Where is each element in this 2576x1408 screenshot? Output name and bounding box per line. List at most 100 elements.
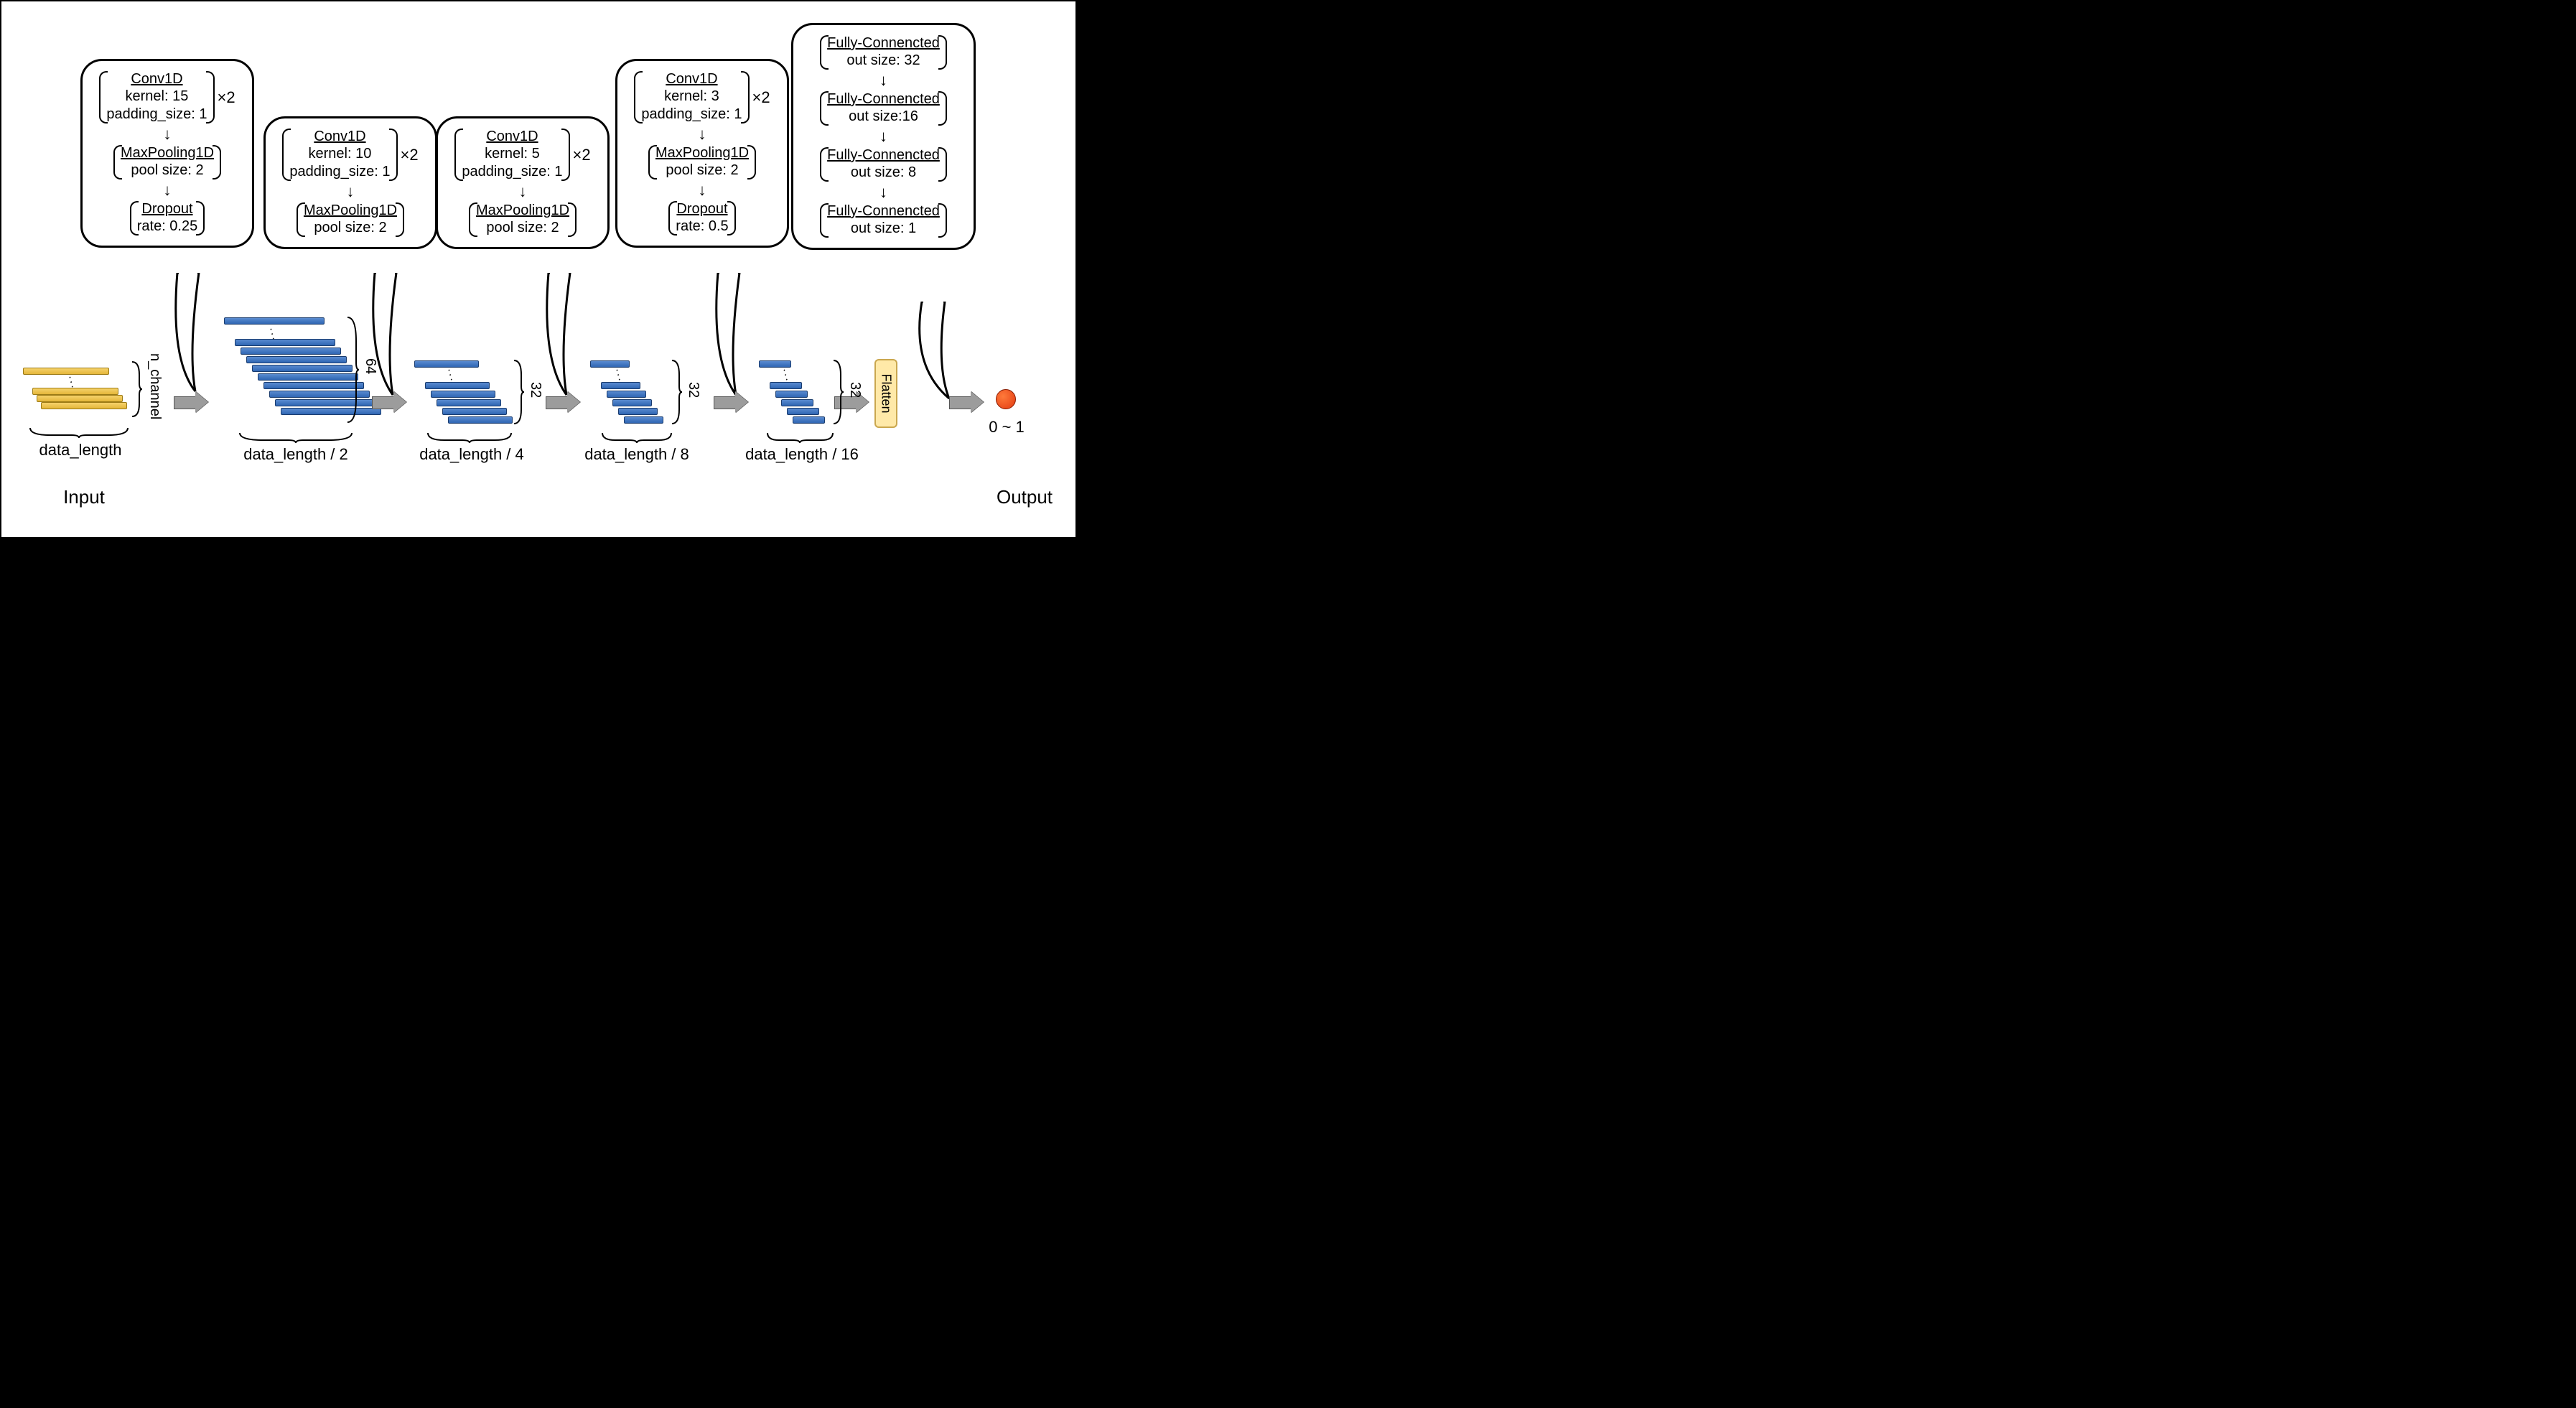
arrow-right-icon bbox=[174, 393, 207, 411]
b5-l1-title: Fully-Connencted bbox=[827, 91, 940, 108]
tensor-bar bbox=[781, 399, 813, 406]
brace-icon bbox=[29, 425, 129, 438]
input-caption: Input bbox=[55, 486, 113, 508]
block-2-bubble: Conv1D kernel: 10 padding_size: 1 ×2 ↓ M… bbox=[263, 116, 437, 249]
tensor-bar bbox=[414, 360, 479, 368]
b3-x2: ×2 bbox=[573, 146, 591, 164]
ch32c-label: 32 bbox=[846, 382, 863, 398]
tensor-bar bbox=[224, 317, 325, 325]
bubble-tail-icon bbox=[711, 273, 747, 398]
b4-l0-p0: kernel: 3 bbox=[641, 88, 742, 106]
arrow-down-icon: ↓ bbox=[799, 129, 968, 144]
arrow-down-icon: ↓ bbox=[88, 182, 246, 198]
b1-l0-p0: kernel: 15 bbox=[106, 88, 207, 106]
b1-x2: ×2 bbox=[218, 88, 235, 107]
arrow-right-icon bbox=[949, 393, 982, 411]
brace-icon bbox=[345, 316, 360, 424]
ch64-label: 64 bbox=[362, 358, 378, 374]
tensor-bar bbox=[787, 408, 819, 415]
b4-l0-p1: padding_size: 1 bbox=[641, 106, 742, 123]
brace-icon bbox=[511, 359, 526, 425]
b1-l2-p0: rate: 0.25 bbox=[137, 218, 198, 236]
b5-l0-title: Fully-Connencted bbox=[827, 35, 940, 52]
tensor-bar bbox=[607, 391, 646, 398]
b4-l1-p0: pool size: 2 bbox=[655, 162, 749, 180]
tensor-bar bbox=[442, 408, 507, 415]
feature-stack-4 bbox=[759, 360, 838, 425]
tensor-bar bbox=[37, 395, 123, 402]
tensor-bar bbox=[246, 356, 347, 363]
ch32a-label: 32 bbox=[527, 382, 543, 398]
tensor-bar bbox=[793, 416, 825, 424]
b5-l3-p0: out size: 1 bbox=[827, 220, 940, 238]
b4-l2-title: Dropout bbox=[676, 201, 728, 218]
b1-l1-title: MaxPooling1D bbox=[121, 145, 214, 162]
tensor-bar bbox=[425, 382, 490, 389]
arrow-right-icon bbox=[714, 393, 747, 411]
block-5-bubble: Fully-Connencted out size: 32 ↓ Fully-Co… bbox=[791, 23, 976, 250]
arrow-down-icon: ↓ bbox=[271, 184, 429, 200]
tensor-bar bbox=[775, 391, 808, 398]
arrow-down-icon: ↓ bbox=[799, 185, 968, 200]
tensor-bar bbox=[235, 339, 335, 346]
tensor-bar bbox=[241, 348, 341, 355]
block-3-bubble: Conv1D kernel: 5 padding_size: 1 ×2 ↓ Ma… bbox=[436, 116, 610, 249]
b3-l1-title: MaxPooling1D bbox=[476, 202, 569, 219]
b5-l3-title: Fully-Connencted bbox=[827, 203, 940, 220]
arrow-down-icon: ↓ bbox=[88, 126, 246, 142]
output-node bbox=[996, 389, 1016, 409]
tensor-bar bbox=[759, 360, 791, 368]
brace-icon bbox=[766, 430, 834, 443]
arrow-right-icon bbox=[372, 393, 405, 411]
b1-l0-title: Conv1D bbox=[106, 71, 207, 88]
brace-icon bbox=[601, 430, 673, 443]
tensor-bar bbox=[23, 368, 109, 375]
feature-stack-3 bbox=[590, 360, 676, 425]
tensor-bar bbox=[770, 382, 802, 389]
b4-l1-title: MaxPooling1D bbox=[655, 145, 749, 162]
dl8-label: data_length / 8 bbox=[579, 445, 694, 464]
flatten-label: Flatten bbox=[879, 373, 894, 413]
b5-l1-p0: out size:16 bbox=[827, 108, 940, 126]
b2-l1-title: MaxPooling1D bbox=[304, 202, 397, 219]
flatten-block: Flatten bbox=[874, 359, 897, 428]
brace-icon bbox=[669, 359, 683, 425]
tensor-bar bbox=[624, 416, 663, 424]
ch32b-label: 32 bbox=[685, 382, 701, 398]
architecture-diagram: Conv1D kernel: 15 padding_size: 1 ×2 ↓ M… bbox=[0, 0, 1077, 539]
b3-l1-p0: pool size: 2 bbox=[476, 219, 569, 237]
b5-l0-p0: out size: 32 bbox=[827, 52, 940, 70]
tensor-bar bbox=[281, 408, 381, 415]
tensor-bar bbox=[32, 388, 118, 395]
b2-l0-p0: kernel: 10 bbox=[289, 145, 390, 163]
bubble-tail-icon bbox=[170, 273, 206, 395]
tensor-bar bbox=[618, 408, 658, 415]
b4-x2: ×2 bbox=[752, 88, 770, 107]
data-length-label: data_length bbox=[34, 441, 127, 460]
b5-l2-p0: out size: 8 bbox=[827, 164, 940, 182]
dl16-label: data_length / 16 bbox=[741, 445, 863, 464]
tensor-bar bbox=[448, 416, 513, 424]
tensor-bar bbox=[431, 391, 495, 398]
b5-l2-title: Fully-Connencted bbox=[827, 147, 940, 164]
arrow-down-icon: ↓ bbox=[623, 126, 781, 142]
b1-l0-p1: padding_size: 1 bbox=[106, 106, 207, 123]
arrow-down-icon: ↓ bbox=[623, 182, 781, 198]
b2-l1-p0: pool size: 2 bbox=[304, 219, 397, 237]
b3-l0-p1: padding_size: 1 bbox=[462, 163, 562, 181]
tensor-bar bbox=[275, 399, 375, 406]
bottom-black-region bbox=[0, 539, 1077, 646]
block-1-bubble: Conv1D kernel: 15 padding_size: 1 ×2 ↓ M… bbox=[80, 59, 254, 248]
tensor-bar bbox=[252, 365, 353, 372]
b1-l1-p0: pool size: 2 bbox=[121, 162, 214, 180]
brace-icon bbox=[129, 360, 144, 418]
tensor-bar bbox=[258, 373, 358, 381]
b3-l0-title: Conv1D bbox=[462, 129, 562, 145]
tensor-bar bbox=[437, 399, 501, 406]
b2-x2: ×2 bbox=[401, 146, 419, 164]
tensor-bar bbox=[41, 402, 127, 409]
n-channel-label: n_channel bbox=[146, 353, 163, 419]
b3-l0-p0: kernel: 5 bbox=[462, 145, 562, 163]
b2-l0-p1: padding_size: 1 bbox=[289, 163, 390, 181]
b1-l2-title: Dropout bbox=[137, 201, 198, 218]
